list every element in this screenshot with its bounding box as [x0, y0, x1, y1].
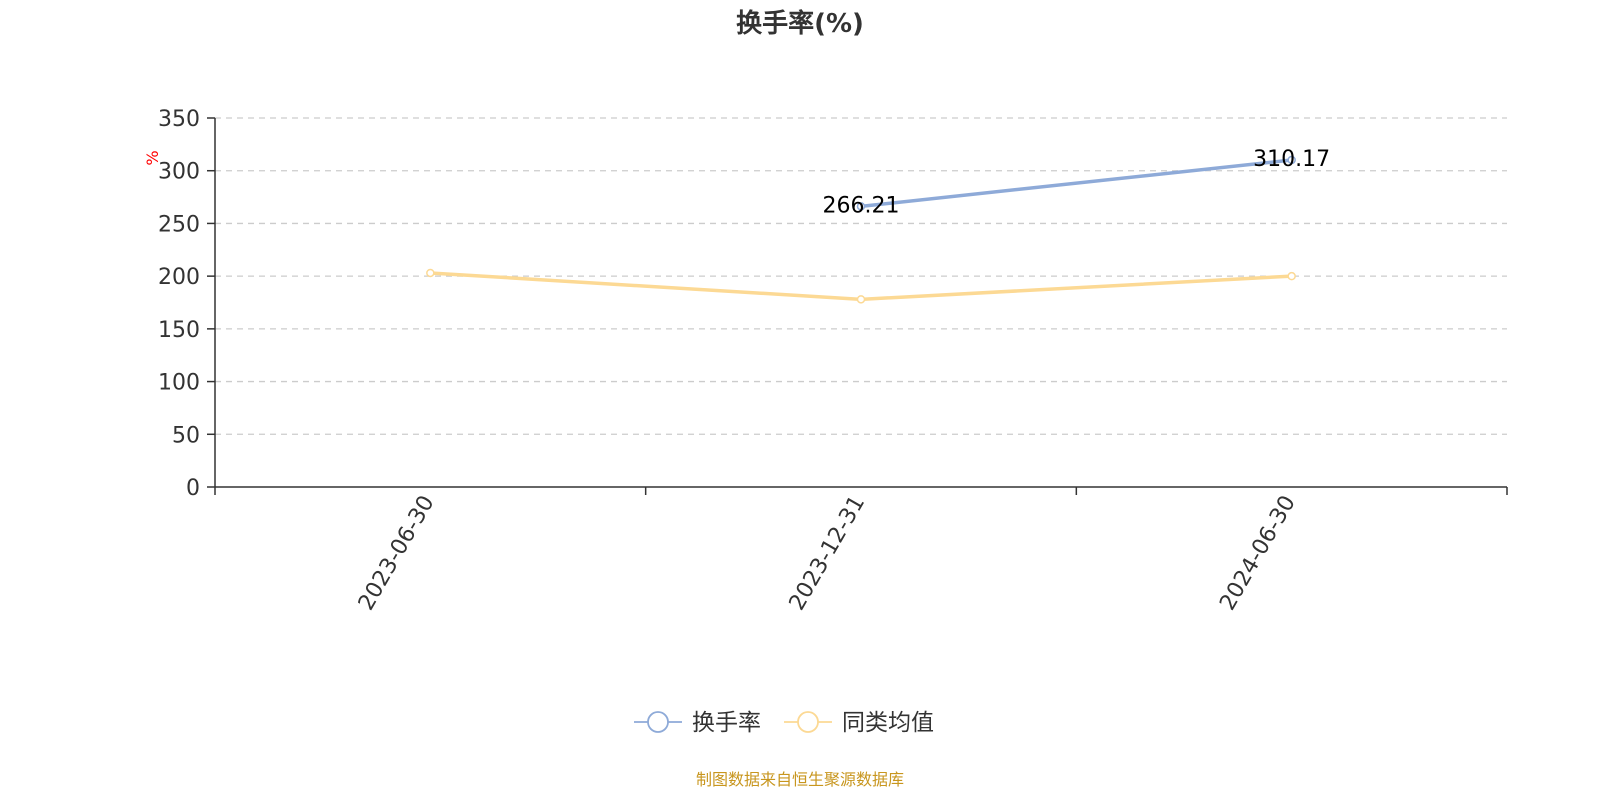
x-tick-label: 2023-06-30: [354, 492, 440, 615]
legend-circle-icon: [797, 711, 819, 733]
data-point[interactable]: [1287, 271, 1296, 281]
y-tick-label: 350: [158, 107, 200, 132]
legend[interactable]: 换手率 同类均值: [634, 710, 934, 736]
legend-label: 同类均值: [842, 710, 934, 736]
y-tick-label: 50: [172, 423, 200, 448]
data-point[interactable]: [426, 268, 435, 278]
y-tick-label: 150: [158, 318, 200, 343]
legend-item-1[interactable]: 同类均值: [784, 710, 934, 736]
x-tick-label: 2023-12-31: [785, 492, 871, 615]
y-tick-label: 200: [158, 265, 200, 290]
data-source-note: 制图数据来自恒生聚源数据库: [696, 770, 904, 789]
data-label: 266.21: [823, 193, 900, 218]
legend-circle-icon: [647, 711, 669, 733]
axes: 0 50 100 150 200 250 300 350% 2023-06-30 2023-12-…: [143, 107, 1508, 615]
y-axis-unit-label: %: [143, 150, 162, 165]
y-tick-label: 300: [158, 160, 200, 185]
legend-item-0[interactable]: 换手率: [634, 710, 761, 736]
y-tick-label: 100: [158, 371, 200, 396]
y-tick-label: 0: [186, 476, 200, 501]
data-labels: 266.21 310.17: [823, 147, 1331, 218]
series-line-0: [860, 158, 1292, 209]
y-tick-label: 250: [158, 212, 200, 237]
series-lines: [426, 155, 1296, 304]
chart-title: 换手率(%): [736, 8, 864, 39]
data-point[interactable]: [856, 202, 866, 211]
data-point[interactable]: [1287, 155, 1296, 165]
data-label: 310.17: [1253, 147, 1330, 172]
legend-label: 换手率: [692, 710, 761, 736]
data-point[interactable]: [856, 295, 866, 304]
x-tick-label: 2024-06-30: [1215, 492, 1301, 615]
